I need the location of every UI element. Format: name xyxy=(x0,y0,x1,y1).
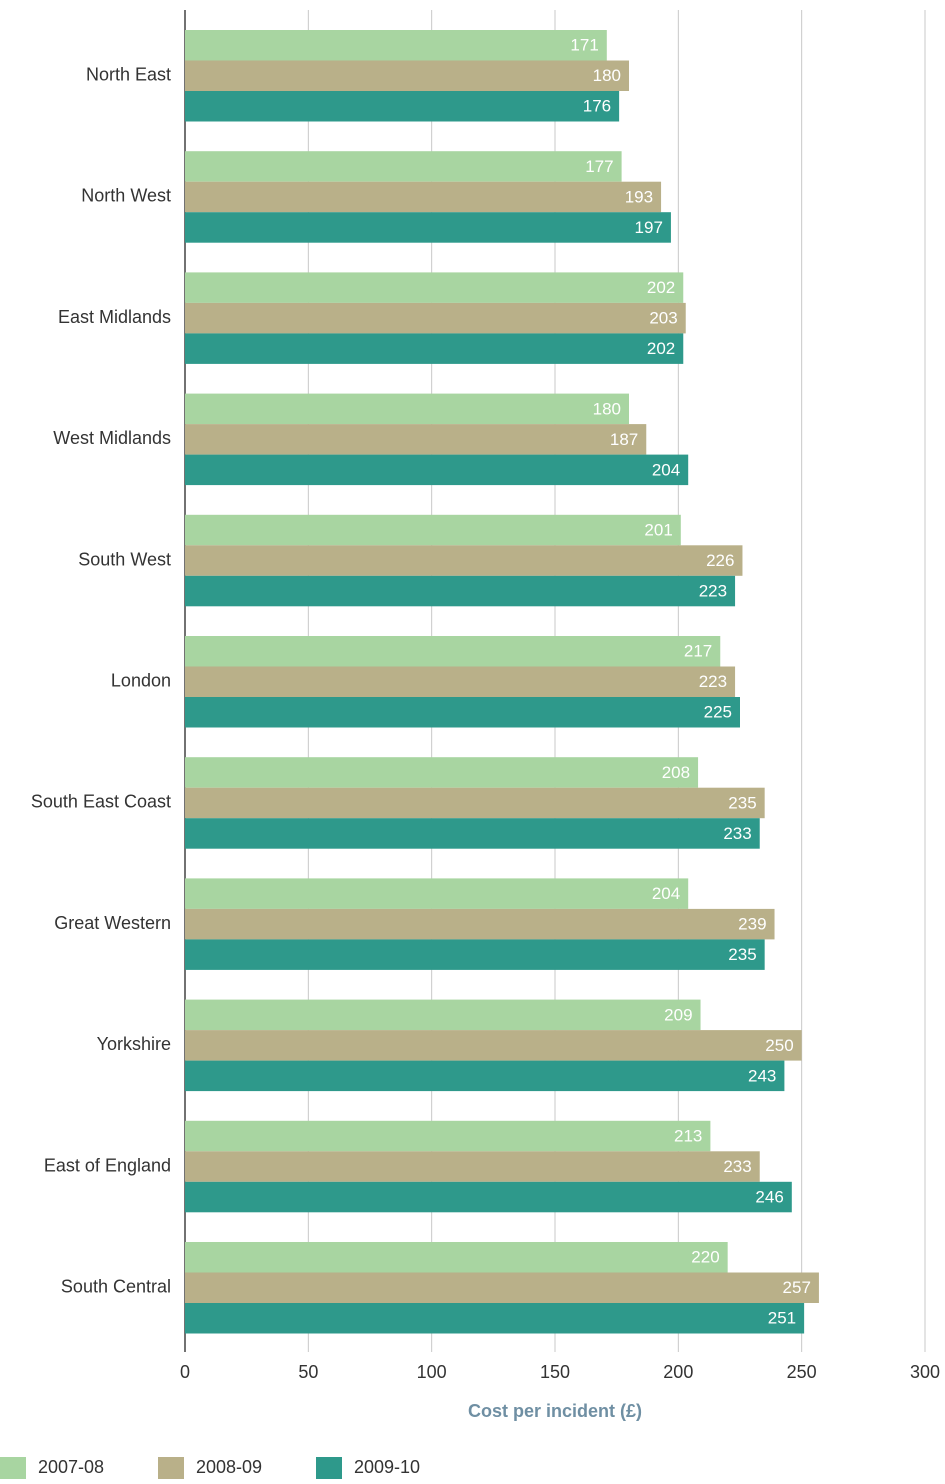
x-tick-label: 200 xyxy=(663,1362,693,1382)
bar xyxy=(185,999,701,1031)
y-tick-label: Great Western xyxy=(54,913,171,933)
y-tick-label: East of England xyxy=(44,1155,171,1175)
legend-label: 2009-10 xyxy=(354,1457,420,1477)
value-label: 176 xyxy=(583,97,611,116)
bar xyxy=(185,424,647,455)
value-label: 226 xyxy=(706,551,734,570)
y-tick-label: East Midlands xyxy=(58,307,171,327)
bar xyxy=(185,181,662,213)
value-label: 193 xyxy=(625,187,653,206)
y-tick-label: Yorkshire xyxy=(97,1034,171,1054)
bar xyxy=(185,212,671,243)
value-label: 217 xyxy=(684,642,712,661)
legend-swatch xyxy=(316,1457,342,1479)
bar xyxy=(185,1242,728,1273)
bar xyxy=(185,151,622,182)
legend-swatch xyxy=(0,1457,26,1479)
value-label: 171 xyxy=(570,36,598,55)
bar xyxy=(185,1303,805,1334)
value-label: 235 xyxy=(728,793,756,812)
x-axis-title: Cost per incident (£) xyxy=(468,1401,642,1421)
value-label: 243 xyxy=(748,1066,776,1085)
value-label: 204 xyxy=(652,460,680,479)
bar xyxy=(185,60,629,91)
bar xyxy=(185,514,681,546)
value-label: 180 xyxy=(593,399,621,418)
value-label: 197 xyxy=(635,218,663,237)
value-label: 180 xyxy=(593,66,621,85)
y-tick-label: South West xyxy=(78,549,171,569)
x-tick-label: 50 xyxy=(298,1362,318,1382)
value-label: 233 xyxy=(723,1157,751,1176)
bar xyxy=(185,545,743,576)
value-label: 202 xyxy=(647,278,675,297)
value-label: 187 xyxy=(610,430,638,449)
bar xyxy=(185,636,721,667)
bar xyxy=(185,757,699,788)
bar xyxy=(185,393,629,425)
bar xyxy=(185,787,765,819)
x-tick-label: 0 xyxy=(180,1362,190,1382)
value-label: 213 xyxy=(674,1127,702,1146)
value-label: 208 xyxy=(662,763,690,782)
bar xyxy=(185,1030,802,1061)
bar xyxy=(185,1151,760,1182)
value-label: 235 xyxy=(728,945,756,964)
y-tick-label: South Central xyxy=(61,1277,171,1297)
x-tick-label: 100 xyxy=(417,1362,447,1382)
value-label: 223 xyxy=(699,672,727,691)
bar xyxy=(185,30,607,61)
bar xyxy=(185,939,765,970)
x-tick-label: 300 xyxy=(910,1362,940,1382)
value-label: 233 xyxy=(723,824,751,843)
value-label: 201 xyxy=(644,521,672,540)
y-tick-label: London xyxy=(111,671,171,691)
value-label: 209 xyxy=(664,1005,692,1024)
value-label: 250 xyxy=(765,1036,793,1055)
value-label: 223 xyxy=(699,582,727,601)
bar xyxy=(185,272,684,303)
value-label: 257 xyxy=(783,1278,811,1297)
value-label: 239 xyxy=(738,915,766,934)
bar xyxy=(185,818,760,849)
y-tick-label: North West xyxy=(81,186,171,206)
value-label: 251 xyxy=(768,1309,796,1328)
bar xyxy=(185,697,740,728)
value-label: 204 xyxy=(652,884,680,903)
bar xyxy=(185,878,689,909)
bar xyxy=(185,575,736,607)
bar xyxy=(185,1181,792,1213)
bar xyxy=(185,1060,785,1092)
bar xyxy=(185,908,775,940)
value-label: 202 xyxy=(647,339,675,358)
legend-label: 2008-09 xyxy=(196,1457,262,1477)
bar xyxy=(185,91,620,122)
bar xyxy=(185,302,686,334)
legend-label: 2007-08 xyxy=(38,1457,104,1477)
y-tick-label: South East Coast xyxy=(31,792,171,812)
x-tick-label: 150 xyxy=(540,1362,570,1382)
bar xyxy=(185,666,736,697)
bar xyxy=(185,1272,819,1303)
value-label: 177 xyxy=(585,157,613,176)
x-tick-label: 250 xyxy=(787,1362,817,1382)
y-tick-label: West Midlands xyxy=(53,428,171,448)
bar xyxy=(185,1120,711,1152)
value-label: 220 xyxy=(691,1248,719,1267)
value-label: 225 xyxy=(704,703,732,722)
bar xyxy=(185,333,684,364)
value-label: 246 xyxy=(755,1188,783,1207)
value-label: 203 xyxy=(649,309,677,328)
bar xyxy=(185,454,689,486)
y-tick-label: North East xyxy=(86,65,171,85)
legend-swatch xyxy=(158,1457,184,1479)
